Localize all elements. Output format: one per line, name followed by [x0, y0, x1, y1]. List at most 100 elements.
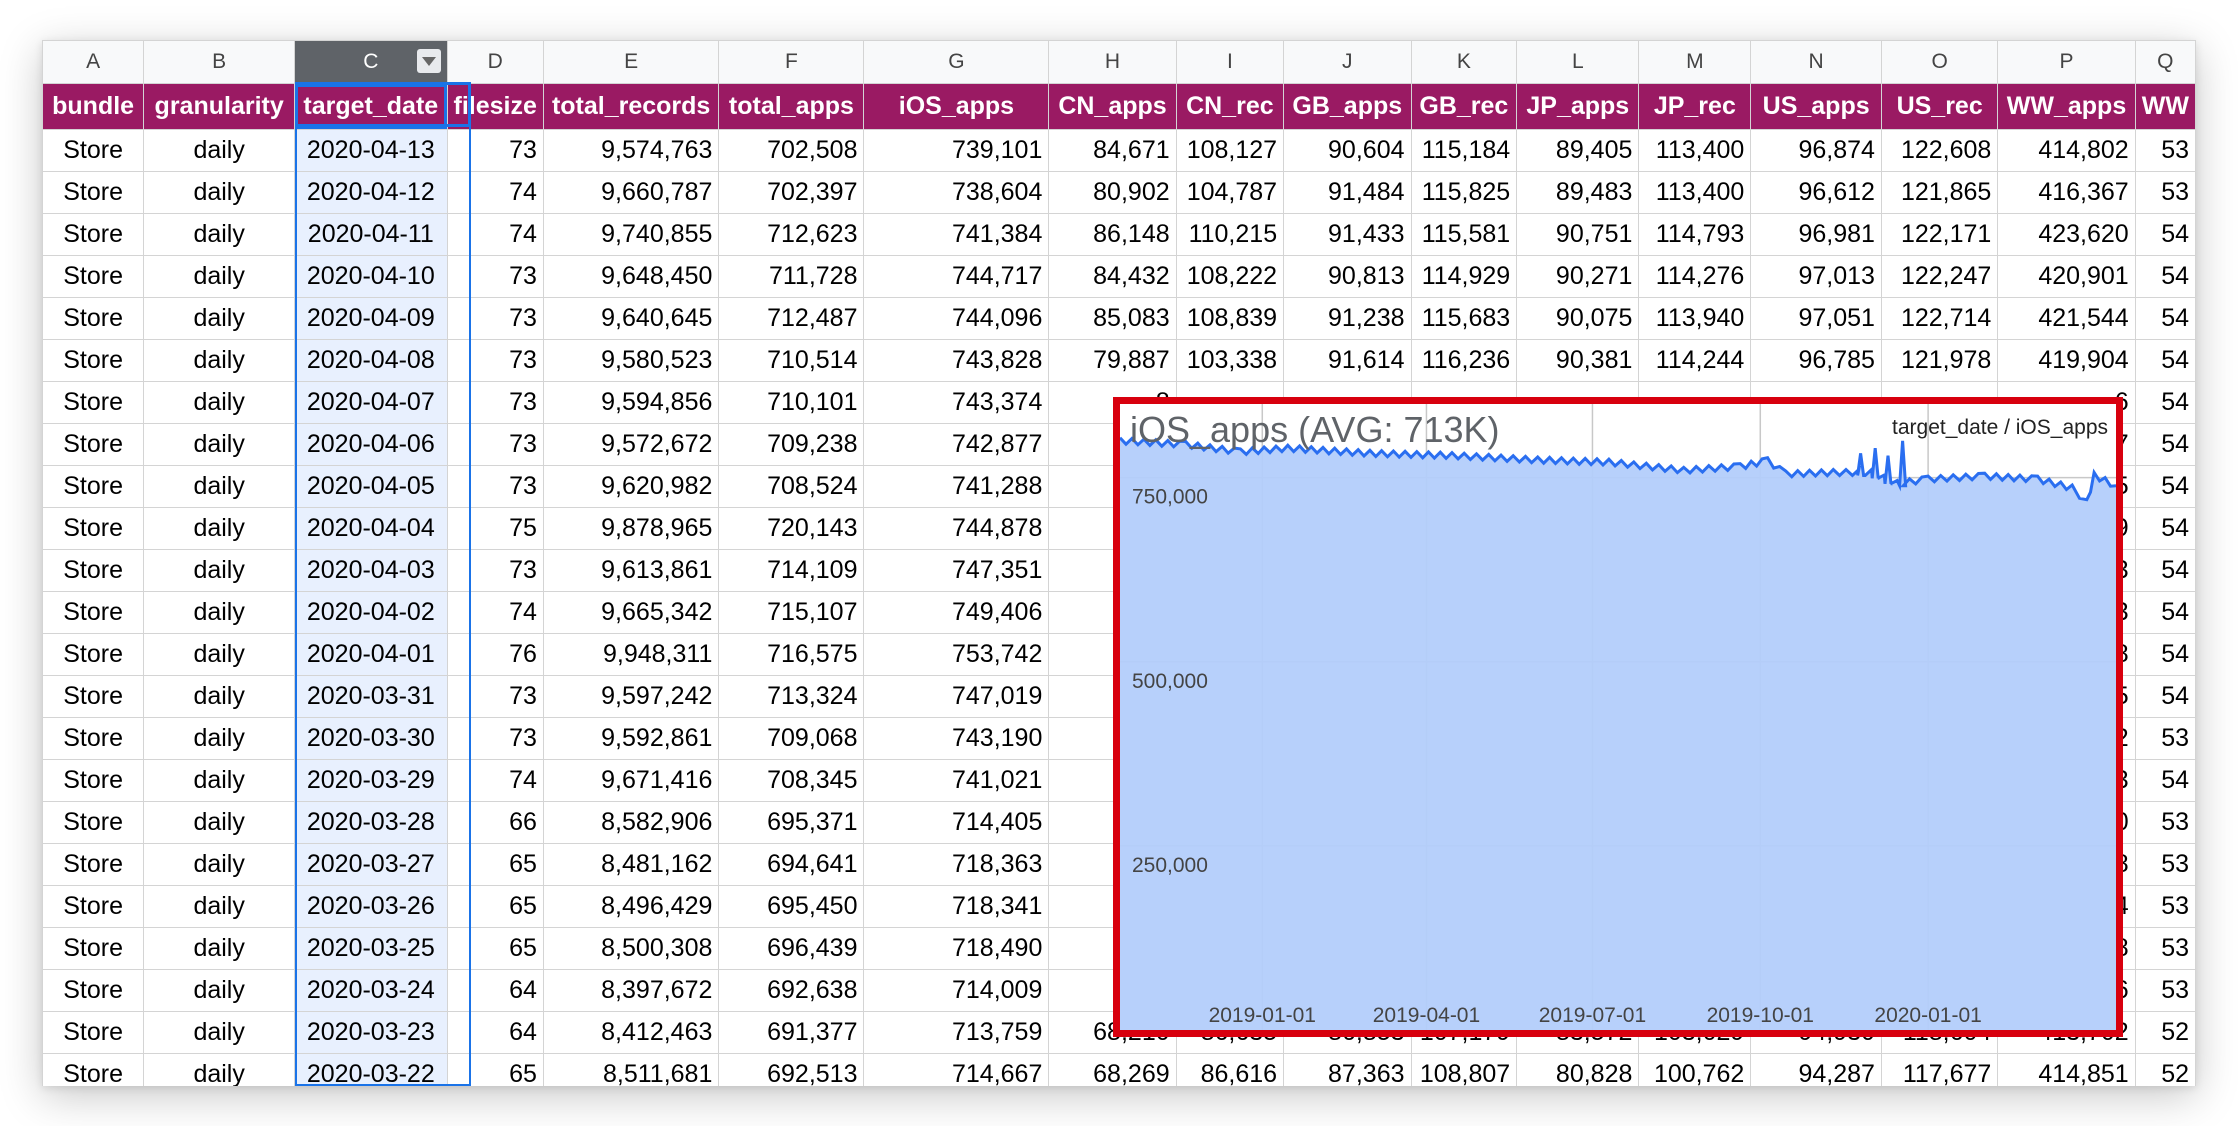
table-cell[interactable]: 743,828 [863, 339, 1050, 382]
table-cell[interactable]: Store [42, 171, 145, 214]
table-cell[interactable]: 108,807 [1410, 1053, 1518, 1086]
header-cell-jp-apps[interactable]: JP_apps [1516, 83, 1640, 130]
table-cell[interactable]: daily [143, 423, 296, 466]
table-cell[interactable]: daily [143, 675, 296, 718]
table-cell[interactable]: 85,083 [1048, 297, 1177, 340]
table-cell[interactable]: 64 [446, 1011, 544, 1054]
table-cell[interactable]: 694,641 [718, 843, 865, 886]
table-cell[interactable]: 113,940 [1638, 297, 1752, 340]
table-cell[interactable]: 73 [446, 423, 544, 466]
table-cell[interactable]: 73 [446, 381, 544, 424]
table-cell[interactable]: 744,878 [863, 507, 1050, 550]
table-cell[interactable]: Store [42, 129, 145, 172]
table-cell[interactable]: 53 [2134, 129, 2196, 172]
table-cell[interactable]: daily [143, 969, 296, 1012]
table-cell[interactable]: 116,236 [1410, 339, 1518, 382]
table-cell[interactable]: 710,514 [718, 339, 865, 382]
table-cell[interactable]: 91,484 [1283, 171, 1412, 214]
header-cell-jp-rec[interactable]: JP_rec [1638, 83, 1752, 130]
column-letter-i[interactable]: I [1175, 40, 1285, 84]
table-cell[interactable]: daily [143, 801, 296, 844]
table-cell[interactable]: 84,671 [1048, 129, 1177, 172]
table-cell[interactable]: Store [42, 423, 145, 466]
table-cell[interactable]: 2020-04-09 [294, 297, 448, 340]
table-cell[interactable]: 2020-03-31 [294, 675, 448, 718]
table-cell[interactable]: 9,640,645 [542, 297, 720, 340]
table-cell[interactable]: 73 [446, 129, 544, 172]
table-cell[interactable]: 86,148 [1048, 213, 1177, 256]
table-cell[interactable]: 91,614 [1283, 339, 1412, 382]
column-letter-n[interactable]: N [1750, 40, 1882, 84]
table-cell[interactable]: 742,877 [863, 423, 1050, 466]
table-cell[interactable]: 711,728 [718, 255, 865, 298]
header-cell-ww[interactable]: WW [2134, 83, 2196, 130]
table-cell[interactable]: 65 [446, 885, 544, 928]
table-cell[interactable]: 53 [2134, 969, 2196, 1012]
table-cell[interactable]: 741,021 [863, 759, 1050, 802]
column-letter-a[interactable]: A [42, 40, 145, 84]
table-cell[interactable]: 2020-04-03 [294, 549, 448, 592]
table-cell[interactable]: Store [42, 465, 145, 508]
table-cell[interactable]: Store [42, 927, 145, 970]
table-cell[interactable]: daily [143, 255, 296, 298]
table-cell[interactable]: 695,371 [718, 801, 865, 844]
table-cell[interactable]: 2020-03-23 [294, 1011, 448, 1054]
table-cell[interactable]: 414,802 [1997, 129, 2136, 172]
table-cell[interactable]: 9,671,416 [542, 759, 720, 802]
table-cell[interactable]: 702,397 [718, 171, 865, 214]
table-cell[interactable]: 2020-04-01 [294, 633, 448, 676]
table-cell[interactable]: daily [143, 549, 296, 592]
table-cell[interactable]: 65 [446, 927, 544, 970]
table-cell[interactable]: 73 [446, 255, 544, 298]
table-cell[interactable]: 416,367 [1997, 171, 2136, 214]
table-cell[interactable]: 747,019 [863, 675, 1050, 718]
table-cell[interactable]: 9,592,861 [542, 717, 720, 760]
table-cell[interactable]: Store [42, 381, 145, 424]
header-cell-filesize[interactable]: filesize [446, 83, 544, 130]
table-cell[interactable]: 80,902 [1048, 171, 1177, 214]
table-cell[interactable]: 8,500,308 [542, 927, 720, 970]
table-cell[interactable]: 713,324 [718, 675, 865, 718]
table-cell[interactable]: 65 [446, 1053, 544, 1086]
table-cell[interactable]: Store [42, 633, 145, 676]
table-cell[interactable]: 2020-04-02 [294, 591, 448, 634]
table-cell[interactable]: 115,581 [1410, 213, 1518, 256]
header-cell-cn-apps[interactable]: CN_apps [1048, 83, 1177, 130]
table-cell[interactable]: 122,714 [1880, 297, 1999, 340]
table-cell[interactable]: 744,717 [863, 255, 1050, 298]
table-cell[interactable]: 89,405 [1516, 129, 1640, 172]
column-letter-g[interactable]: G [863, 40, 1050, 84]
table-cell[interactable]: 74 [446, 213, 544, 256]
table-cell[interactable]: 89,483 [1516, 171, 1640, 214]
table-cell[interactable]: 96,612 [1750, 171, 1882, 214]
table-cell[interactable]: 2020-03-22 [294, 1053, 448, 1086]
table-cell[interactable]: 747,351 [863, 549, 1050, 592]
table-cell[interactable]: 2020-04-11 [294, 213, 448, 256]
table-cell[interactable]: daily [143, 591, 296, 634]
table-cell[interactable]: Store [42, 885, 145, 928]
table-cell[interactable]: 744,096 [863, 297, 1050, 340]
table-cell[interactable]: 2020-03-27 [294, 843, 448, 886]
table-cell[interactable]: 104,787 [1175, 171, 1285, 214]
table-cell[interactable]: 54 [2134, 297, 2196, 340]
table-cell[interactable]: 8,496,429 [542, 885, 720, 928]
table-cell[interactable]: 115,683 [1410, 297, 1518, 340]
table-cell[interactable]: daily [143, 129, 296, 172]
table-cell[interactable]: 2020-03-28 [294, 801, 448, 844]
table-cell[interactable]: 108,222 [1175, 255, 1285, 298]
table-cell[interactable]: 9,665,342 [542, 591, 720, 634]
table-cell[interactable]: 75 [446, 507, 544, 550]
table-cell[interactable]: 73 [446, 717, 544, 760]
table-cell[interactable]: 718,363 [863, 843, 1050, 886]
table-cell[interactable]: 90,381 [1516, 339, 1640, 382]
table-cell[interactable]: daily [143, 633, 296, 676]
table-cell[interactable]: 715,107 [718, 591, 865, 634]
table-cell[interactable]: daily [143, 1053, 296, 1086]
table-cell[interactable]: 53 [2134, 885, 2196, 928]
table-cell[interactable]: 114,276 [1638, 255, 1752, 298]
table-cell[interactable]: 73 [446, 297, 544, 340]
table-cell[interactable]: 710,101 [718, 381, 865, 424]
table-cell[interactable]: daily [143, 297, 296, 340]
table-cell[interactable]: 54 [2134, 675, 2196, 718]
